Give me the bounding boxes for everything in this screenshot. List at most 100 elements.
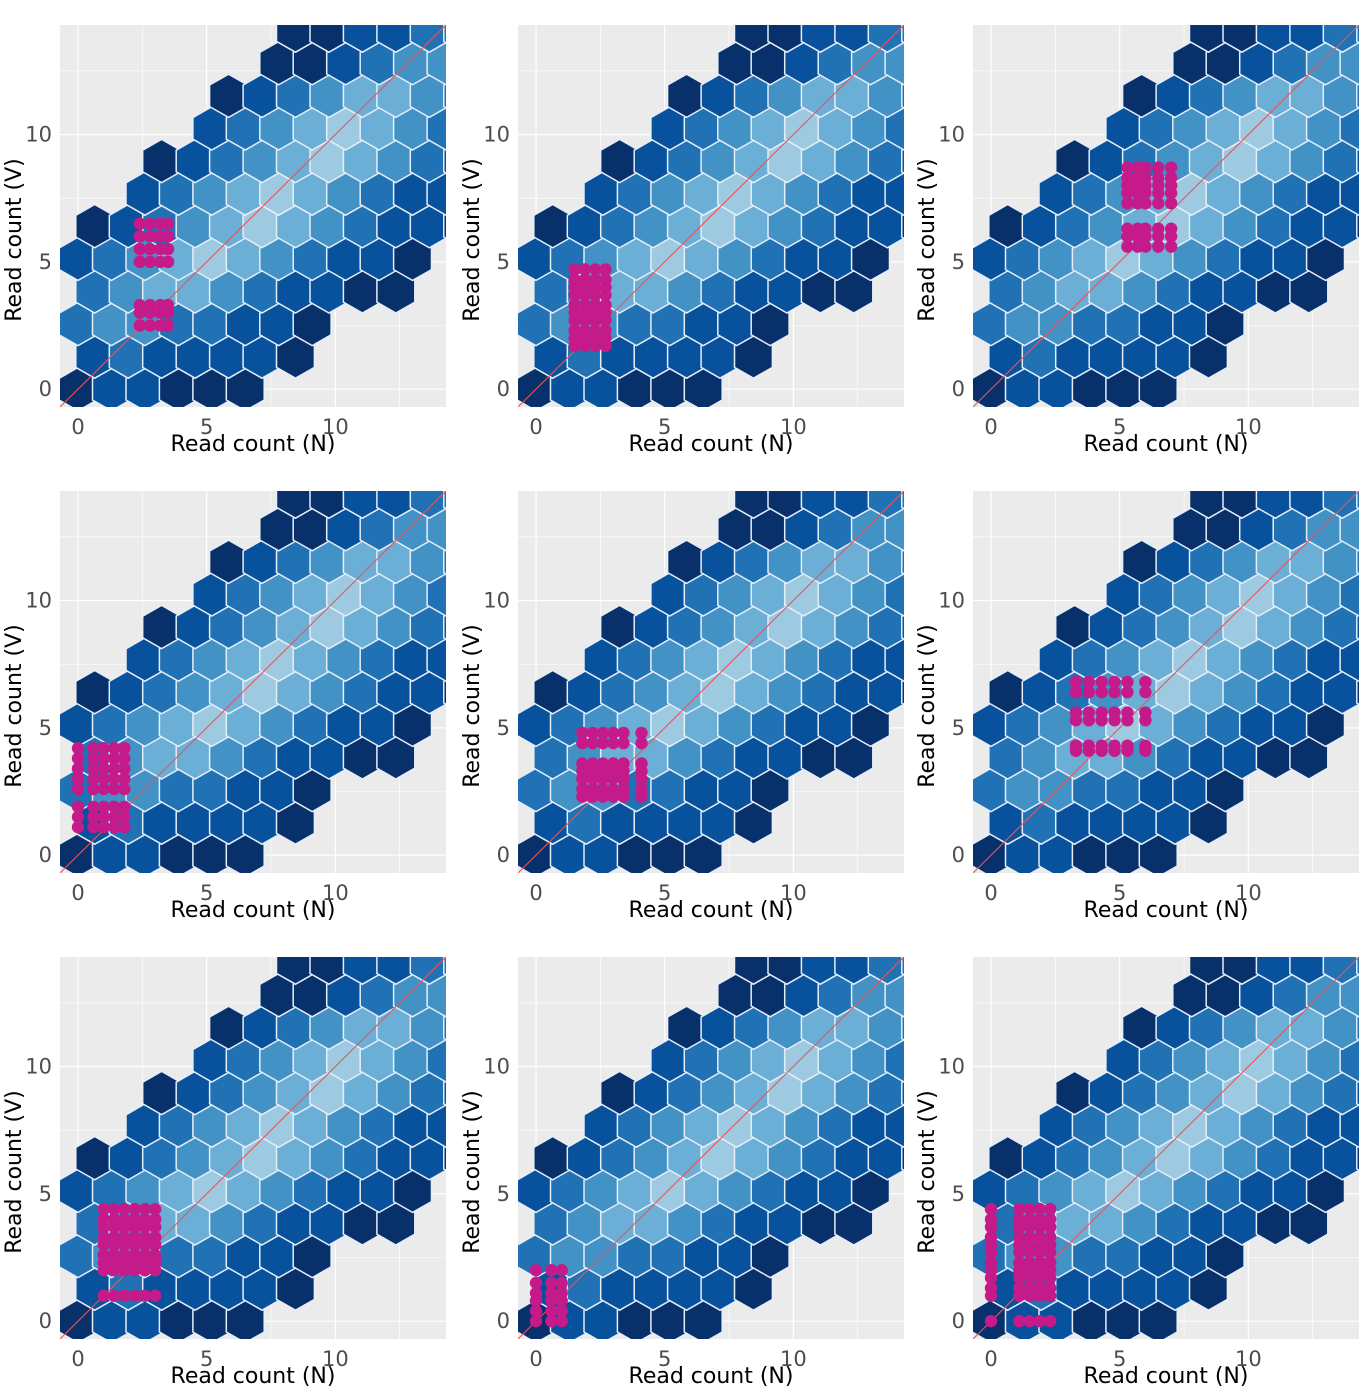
highlight-point [1121, 706, 1134, 719]
highlight-point [617, 736, 630, 750]
hexbin-cell [901, 25, 904, 44]
hexbin-cell [477, 1006, 515, 1049]
hexbin-cell [867, 957, 904, 986]
highlight-point [1108, 739, 1121, 752]
highlight-point [635, 736, 648, 750]
hexbin-cell [901, 148, 904, 174]
highlight-point [128, 1289, 141, 1302]
y-tick-label: 10 [25, 589, 52, 613]
highlight-point [133, 255, 146, 269]
highlight-point [107, 762, 121, 775]
hexbin-cell [1339, 171, 1359, 217]
hexbin-cell [426, 506, 446, 552]
highlight-point [1044, 1213, 1057, 1226]
y-tick-label: 5 [952, 250, 965, 274]
highlight-point [586, 782, 599, 796]
highlight-point [578, 324, 592, 337]
hexbin-cell [1356, 548, 1359, 575]
highlight-point [107, 752, 121, 765]
highlight-point [545, 1264, 558, 1277]
highlight-point [529, 1314, 543, 1328]
x-tick-label: 0 [984, 881, 997, 905]
highlight-point [97, 742, 110, 755]
highlight-point [118, 1202, 131, 1216]
highlight-point [1013, 1213, 1026, 1226]
hexbin-cell [327, 0, 365, 20]
hexbin-cell [935, 1006, 973, 1049]
highlight-point [555, 1314, 568, 1328]
y-axis-title: Read count (V) [915, 1090, 940, 1254]
x-axis-title: Read count (N) [171, 432, 336, 457]
hexbin-cell [901, 1014, 904, 1041]
highlight-point [87, 752, 100, 765]
hexbin-cell [461, 508, 499, 551]
highlight-point [143, 255, 157, 269]
highlight-point [568, 324, 581, 337]
y-axis-title: Read count (V) [460, 1090, 485, 1254]
highlight-point [984, 1314, 998, 1328]
highlight-point [133, 319, 146, 332]
highlight-point [161, 298, 175, 312]
y-tick-label: 10 [483, 1055, 510, 1079]
highlight-point [576, 726, 589, 740]
y-tick-label: 5 [952, 1182, 965, 1206]
highlight-point [97, 1248, 110, 1262]
highlight-point [545, 1304, 558, 1318]
highlight-point [545, 1286, 558, 1300]
highlight-point [71, 772, 85, 785]
hexbin-cell [443, 491, 446, 510]
x-tick-label: 5 [200, 881, 213, 905]
highlight-point [545, 1276, 558, 1290]
highlight-point [1121, 222, 1134, 235]
y-axis-title: Read count (V) [915, 158, 940, 322]
hexbin-cell [1340, 0, 1365, 20]
highlight-point [71, 752, 85, 765]
highlight-point [97, 772, 110, 785]
hexbin-cell [409, 957, 446, 986]
hexbin-cell [1273, 0, 1311, 20]
hexbin-cell [1323, 410, 1361, 453]
hexbin-cell [935, 941, 973, 984]
highlight-point [1108, 685, 1121, 699]
hexbin-cell [1307, 908, 1345, 951]
highlight-point [97, 1289, 110, 1302]
hexbin-cell [426, 637, 446, 683]
highlight-point [133, 217, 146, 230]
hexbin-cell [801, 410, 839, 453]
highlight-point [1013, 1256, 1026, 1269]
highlight-point [1082, 739, 1096, 752]
hexbin-cell [443, 614, 446, 640]
y-tick-label: 0 [497, 1309, 510, 1333]
hexbin-cell [1339, 40, 1359, 86]
highlight-point [1033, 1213, 1047, 1226]
identity-line [973, 491, 1359, 873]
hexbin-cell [935, 9, 973, 52]
y-tick-label: 10 [938, 1055, 965, 1079]
highlight-point [1139, 161, 1152, 174]
hexbin-cell [919, 0, 957, 20]
hexbin-cell [919, 974, 957, 1017]
highlight-point [143, 230, 157, 243]
highlight-point [1044, 1230, 1057, 1244]
highlight-point [545, 1314, 558, 1328]
y-tick-label: 10 [938, 123, 965, 147]
highlight-point [138, 1202, 152, 1216]
highlight-point [1033, 1256, 1047, 1269]
y-tick-label: 10 [483, 589, 510, 613]
hexbin-cell [1322, 491, 1359, 520]
hexbin-cell [427, 908, 465, 951]
highlight-point [529, 1264, 543, 1277]
hexbin-layer [518, 0, 973, 407]
highlight-point [589, 324, 602, 337]
hexbin-cell [1356, 679, 1359, 706]
x-axis-title: Read count (N) [629, 1364, 794, 1389]
hexbin-cell [884, 972, 904, 1018]
highlight-points [984, 1202, 1057, 1328]
highlight-point [133, 298, 146, 312]
highlight-point [1023, 1230, 1036, 1244]
highlight-point [555, 1276, 568, 1290]
y-axis-title: Read count (V) [2, 624, 27, 788]
highlight-point [87, 762, 100, 775]
hexbin-cell [461, 442, 499, 485]
